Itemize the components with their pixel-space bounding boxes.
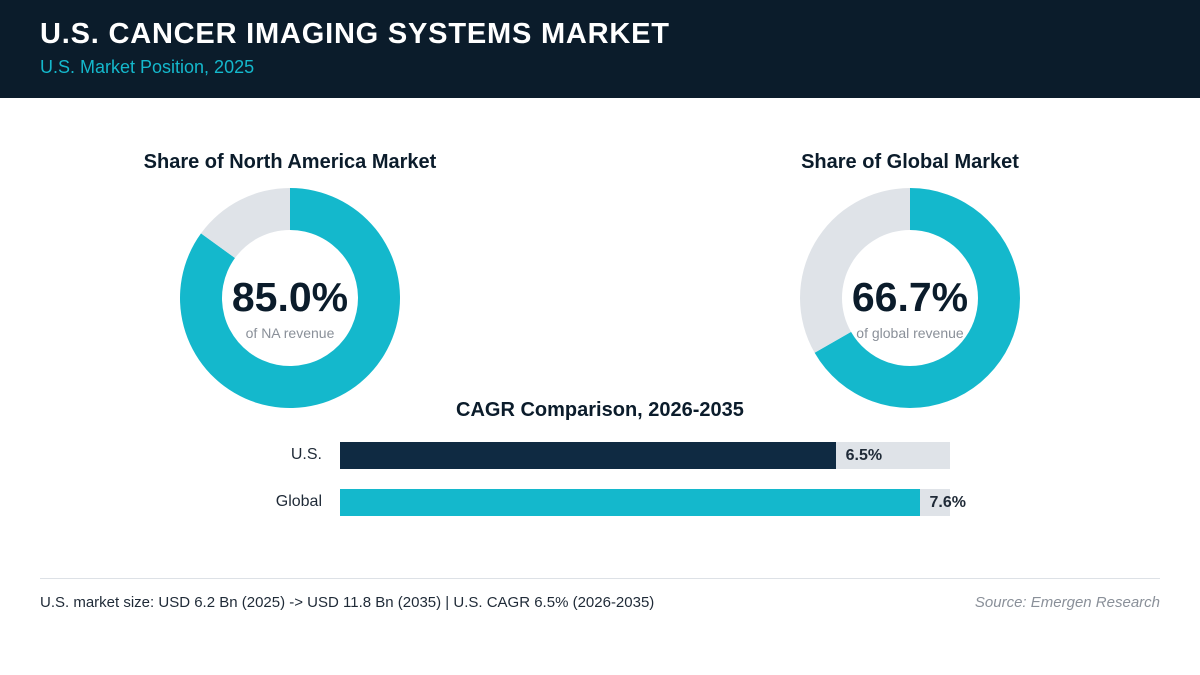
bar-track-us: 6.5% xyxy=(340,442,950,469)
na-donut-chart xyxy=(180,188,400,408)
donut-slice-share xyxy=(180,188,400,408)
bar-global xyxy=(340,489,920,516)
na-donut-title: Share of North America Market xyxy=(143,151,437,173)
na-donut-caption: of NA revenue xyxy=(245,325,335,341)
donut-slice-share xyxy=(814,188,1020,408)
cagr-chart-title: CAGR Comparison, 2026-2035 xyxy=(456,399,744,421)
bar-value-us: 6.5% xyxy=(845,447,883,464)
bar-label-us: U.S. xyxy=(290,446,322,463)
header-banner: U.S. CANCER IMAGING SYSTEMS MARKET U.S. … xyxy=(0,0,1200,98)
bar-us xyxy=(340,442,836,469)
global-donut-chart xyxy=(800,188,1020,408)
global-donut-value: 66.7% xyxy=(851,274,969,320)
bar-value-global: 7.6% xyxy=(929,494,966,511)
na-donut-value: 85.0% xyxy=(231,274,349,320)
page-subtitle: U.S. Market Position, 2025 xyxy=(40,57,255,77)
bar-track-global: 7.6% xyxy=(340,489,966,516)
global-donut-caption: of global revenue xyxy=(856,325,964,341)
bar-label-global: Global xyxy=(275,493,322,510)
page-title: U.S. CANCER IMAGING SYSTEMS MARKET xyxy=(40,18,670,50)
global-donut-title: Share of Global Market xyxy=(801,151,1019,173)
donut-slice-remainder xyxy=(800,188,910,353)
footer-divider xyxy=(40,578,1160,579)
footer-source: Source: Emergen Research xyxy=(974,594,1160,611)
donut-slice-remainder xyxy=(201,188,290,259)
footer-note: U.S. market size: USD 6.2 Bn (2025) -> U… xyxy=(40,594,655,611)
